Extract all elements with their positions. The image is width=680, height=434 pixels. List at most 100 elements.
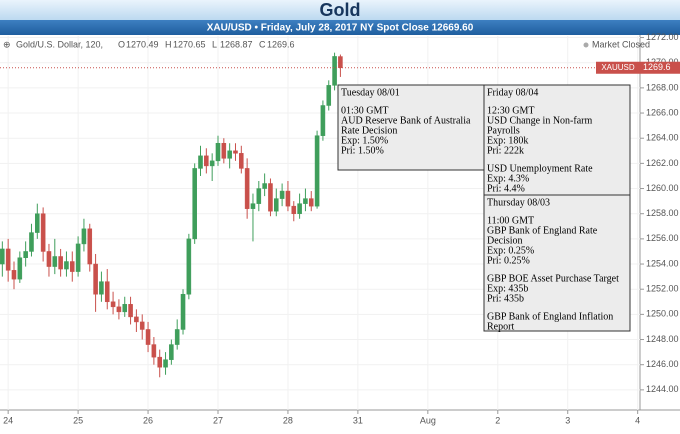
candle-body — [239, 153, 244, 169]
candle-body — [99, 281, 104, 295]
symbol-label: Gold/U.S. Dollar, 120, — [16, 39, 103, 49]
annotation-box — [337, 84, 486, 171]
candle-body — [332, 56, 337, 86]
y-tick-label: 1256.00 — [646, 233, 679, 243]
candle-body — [204, 155, 209, 167]
y-tick-label: 1260.00 — [646, 183, 679, 193]
ohlc-letter: L — [212, 39, 217, 49]
candle-body — [23, 251, 28, 258]
candle-body — [35, 213, 40, 233]
ohlc-letter: O — [118, 39, 125, 49]
x-tick-label: 24 — [3, 415, 13, 425]
annotation-line: Exp: 435b — [487, 283, 528, 294]
candle-body — [233, 150, 238, 154]
candle-body — [87, 228, 93, 265]
x-tick-label: 31 — [353, 415, 363, 425]
ohlc-value: 1269.6 — [267, 39, 295, 49]
ohlc-letter: C — [259, 39, 266, 49]
candle-body — [69, 261, 75, 272]
annotation-header: Thursday 08/03 — [487, 197, 550, 208]
candle-body — [198, 155, 203, 169]
candle-body — [104, 281, 110, 303]
candle-body — [110, 301, 116, 308]
annotation-line: Decision — [487, 235, 523, 246]
candle-body — [244, 168, 250, 209]
candle-body — [303, 198, 308, 204]
price-tag-bg — [596, 61, 640, 74]
candle-body — [268, 183, 273, 212]
annotation-line: USD Unemployment Rate — [487, 163, 593, 174]
candle-body — [40, 213, 46, 252]
candle-body — [29, 232, 34, 252]
candle-body — [52, 256, 58, 267]
annotation-line: Pri: 1.50% — [341, 145, 384, 156]
candle-body — [338, 56, 343, 68]
annotation-line: GBP Bank of England Inflation — [487, 311, 613, 322]
status-dot — [583, 42, 589, 48]
x-tick-label: Aug — [420, 415, 436, 425]
annotation-line: Pri: 435b — [487, 293, 524, 304]
candle-body — [256, 188, 262, 204]
ohlc-legend: O 1270.49 H 1270.65 L 1268.87 C 1269.6 — [118, 39, 295, 49]
candle-body — [163, 359, 168, 368]
annotation-line: 11:00 GMT — [487, 215, 534, 226]
candle-body — [93, 263, 98, 295]
candle-body — [221, 142, 227, 159]
annotation-line: Pri: 0.25% — [487, 255, 530, 266]
candle-body — [134, 316, 139, 323]
last-price-label: 1269.6 — [643, 62, 671, 72]
candle-body — [209, 160, 215, 167]
candle-body — [58, 256, 63, 270]
subtitle-band — [0, 20, 680, 35]
candle-body — [262, 183, 267, 189]
ohlc-value: 1270.65 — [173, 39, 206, 49]
market-status: Market Closed — [592, 39, 650, 49]
candle-body — [145, 329, 151, 345]
candle-body — [320, 105, 326, 136]
candle-body — [227, 150, 232, 159]
candle-body — [291, 205, 297, 214]
annotation-line: Pri: 4.4% — [487, 183, 525, 194]
y-tick-label: 1262.00 — [646, 158, 679, 168]
y-tick-label: 1252.00 — [646, 284, 679, 294]
x-tick-label: 3 — [565, 415, 570, 425]
annotation-line: GBP BOE Asset Purchase Target — [487, 273, 619, 284]
y-tick-label: 1248.00 — [646, 334, 679, 344]
candle-body — [308, 198, 314, 207]
candle-body — [128, 304, 133, 318]
annotation-line: AUD Reserve Bank of Australia — [341, 115, 471, 126]
candle-body — [151, 344, 157, 358]
candle-body — [250, 203, 256, 209]
candle-body — [122, 304, 128, 313]
x-tick-label: 4 — [635, 415, 640, 425]
y-tick-label: 1268.00 — [646, 82, 679, 92]
candle-body — [169, 344, 174, 360]
price-tag: XAUUSD — [601, 63, 635, 72]
y-tick-label: 1244.00 — [646, 384, 679, 394]
x-tick-label: 25 — [73, 415, 83, 425]
x-tick-label: 26 — [143, 415, 153, 425]
annotation-box — [483, 84, 631, 196]
candle-body — [0, 248, 5, 265]
candle-body — [297, 203, 302, 214]
x-tick-label: 2 — [495, 415, 500, 425]
annotation-line: 12:30 GMT — [487, 105, 535, 116]
annotation-line: Rate Decision — [341, 125, 397, 136]
candle-body — [46, 251, 52, 267]
candle-body — [139, 321, 145, 330]
y-tick-label: 1250.00 — [646, 309, 679, 319]
annotation-header: Tuesday 08/01 — [341, 87, 400, 98]
ohlc-letter: H — [165, 39, 172, 49]
y-tick-label: 1246.00 — [646, 359, 679, 369]
ohlc-value: 1268.87 — [220, 39, 253, 49]
candle-body — [285, 190, 291, 207]
candle-body — [174, 329, 180, 345]
legend-icon: ⊕ — [3, 39, 11, 49]
candle-body — [75, 243, 81, 272]
y-tick-label: 1258.00 — [646, 208, 679, 218]
y-tick-label: 1264.00 — [646, 133, 679, 143]
annotation-line: 01:30 GMT — [341, 105, 389, 116]
candle-body — [186, 238, 192, 295]
annotation-line: Payrolls — [487, 125, 520, 136]
